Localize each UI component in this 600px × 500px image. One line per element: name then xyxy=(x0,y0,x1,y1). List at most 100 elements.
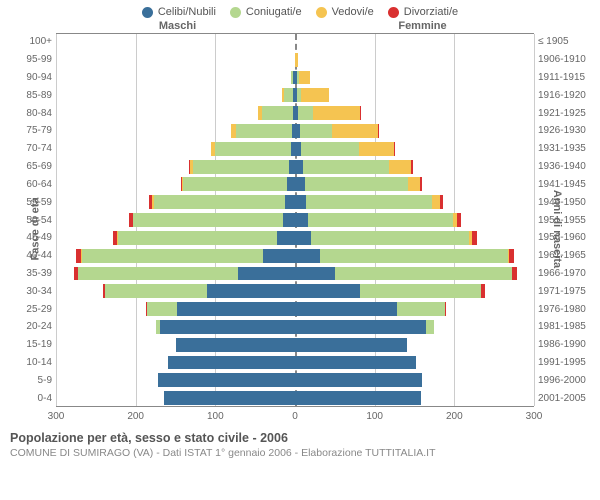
age-label: 55-59 xyxy=(12,197,52,208)
gridline xyxy=(534,34,535,406)
birth-label: 1921-1925 xyxy=(538,108,590,119)
birth-label: 1951-1955 xyxy=(538,215,590,226)
birth-label: 1971-1975 xyxy=(538,286,590,297)
legend-item-celibi: Celibi/Nubili xyxy=(142,6,216,18)
legend-item-divorziati: Divorziati/e xyxy=(388,6,458,18)
bar-male xyxy=(56,88,295,102)
bar-female xyxy=(295,356,534,370)
segment-divorziati xyxy=(445,302,446,316)
age-row: 45-491956-1960 xyxy=(56,229,534,247)
age-label: 15-19 xyxy=(12,339,52,350)
age-row: 75-791926-1930 xyxy=(56,122,534,140)
segment-celibi xyxy=(283,213,295,227)
birth-label: 1991-1995 xyxy=(538,357,590,368)
bar-female xyxy=(295,53,534,67)
segment-celibi xyxy=(295,356,416,370)
bar-female xyxy=(295,231,534,245)
chart-footer: Popolazione per età, sesso e stato civil… xyxy=(10,431,590,459)
x-tick: 100 xyxy=(207,411,224,422)
age-label: 25-29 xyxy=(12,304,52,315)
bar-female xyxy=(295,106,534,120)
bar-male xyxy=(56,142,295,156)
bar-female xyxy=(295,373,534,387)
legend-label: Coniugati/e xyxy=(246,6,302,18)
segment-coniugati xyxy=(78,267,237,281)
birth-label: 1976-1980 xyxy=(538,304,590,315)
segment-celibi xyxy=(295,320,426,334)
swatch-divorziati xyxy=(388,7,399,18)
bar-male xyxy=(56,391,295,405)
segment-coniugati xyxy=(193,160,289,174)
segment-coniugati xyxy=(311,231,469,245)
segment-coniugati xyxy=(154,195,285,209)
bar-female xyxy=(295,338,534,352)
age-label: 35-39 xyxy=(12,268,52,279)
segment-coniugati xyxy=(262,106,292,120)
segment-celibi xyxy=(295,391,421,405)
segment-celibi xyxy=(295,213,308,227)
age-label: 5-9 xyxy=(12,375,52,386)
segment-vedovi xyxy=(313,106,361,120)
age-row: 15-191986-1990 xyxy=(56,336,534,354)
segment-celibi xyxy=(295,338,407,352)
segment-divorziati xyxy=(411,160,413,174)
bar-female xyxy=(295,71,534,85)
age-label: 10-14 xyxy=(12,357,52,368)
legend-label: Vedovi/e xyxy=(332,6,374,18)
age-row: 5-91996-2000 xyxy=(56,371,534,389)
legend-item-vedovi: Vedovi/e xyxy=(316,6,374,18)
x-tick: 300 xyxy=(526,411,543,422)
birth-label: 1996-2000 xyxy=(538,375,590,386)
segment-coniugati xyxy=(301,142,358,156)
birth-label: 1966-1970 xyxy=(538,268,590,279)
age-row: 65-691936-1940 xyxy=(56,158,534,176)
age-label: 90-94 xyxy=(12,72,52,83)
birth-label: 1941-1945 xyxy=(538,179,590,190)
bar-male xyxy=(56,177,295,191)
column-headers: Maschi Femmine xyxy=(55,20,545,32)
bar-male xyxy=(56,284,295,298)
birth-label: 1981-1985 xyxy=(538,321,590,332)
age-label: 0-4 xyxy=(12,393,52,404)
header-femmine: Femmine xyxy=(300,20,545,32)
bar-female xyxy=(295,391,534,405)
x-tick: 100 xyxy=(366,411,383,422)
age-label: 60-64 xyxy=(12,179,52,190)
segment-vedovi xyxy=(301,88,329,102)
age-row: 60-641941-1945 xyxy=(56,176,534,194)
segment-celibi xyxy=(277,231,295,245)
legend-item-coniugati: Coniugati/e xyxy=(230,6,302,18)
segment-coniugati xyxy=(298,106,312,120)
bar-male xyxy=(56,106,295,120)
segment-celibi xyxy=(168,356,295,370)
age-row: 0-42001-2005 xyxy=(56,389,534,407)
legend-label: Divorziati/e xyxy=(404,6,458,18)
segment-coniugati xyxy=(300,124,332,138)
bar-female xyxy=(295,177,534,191)
swatch-celibi xyxy=(142,7,153,18)
segment-celibi xyxy=(158,373,295,387)
birth-label: 1916-1920 xyxy=(538,90,590,101)
segment-celibi xyxy=(263,249,295,263)
header-maschi: Maschi xyxy=(55,20,300,32)
age-label: 85-89 xyxy=(12,90,52,101)
chart-rows: 100+≤ 190595-991906-191090-941911-191585… xyxy=(56,33,534,407)
segment-vedovi xyxy=(359,142,394,156)
segment-celibi xyxy=(295,160,303,174)
bar-female xyxy=(295,267,534,281)
segment-coniugati xyxy=(320,249,507,263)
bar-female xyxy=(295,320,534,334)
segment-celibi xyxy=(295,302,397,316)
bar-male xyxy=(56,338,295,352)
birth-label: 1961-1965 xyxy=(538,250,590,261)
segment-vedovi xyxy=(332,124,378,138)
segment-coniugati xyxy=(147,302,177,316)
swatch-vedovi xyxy=(316,7,327,18)
bar-male xyxy=(56,267,295,281)
segment-coniugati xyxy=(183,177,287,191)
age-row: 30-341971-1975 xyxy=(56,282,534,300)
segment-celibi xyxy=(287,177,295,191)
segment-celibi xyxy=(295,249,320,263)
segment-vedovi xyxy=(295,53,298,67)
age-row: 70-741931-1935 xyxy=(56,140,534,158)
